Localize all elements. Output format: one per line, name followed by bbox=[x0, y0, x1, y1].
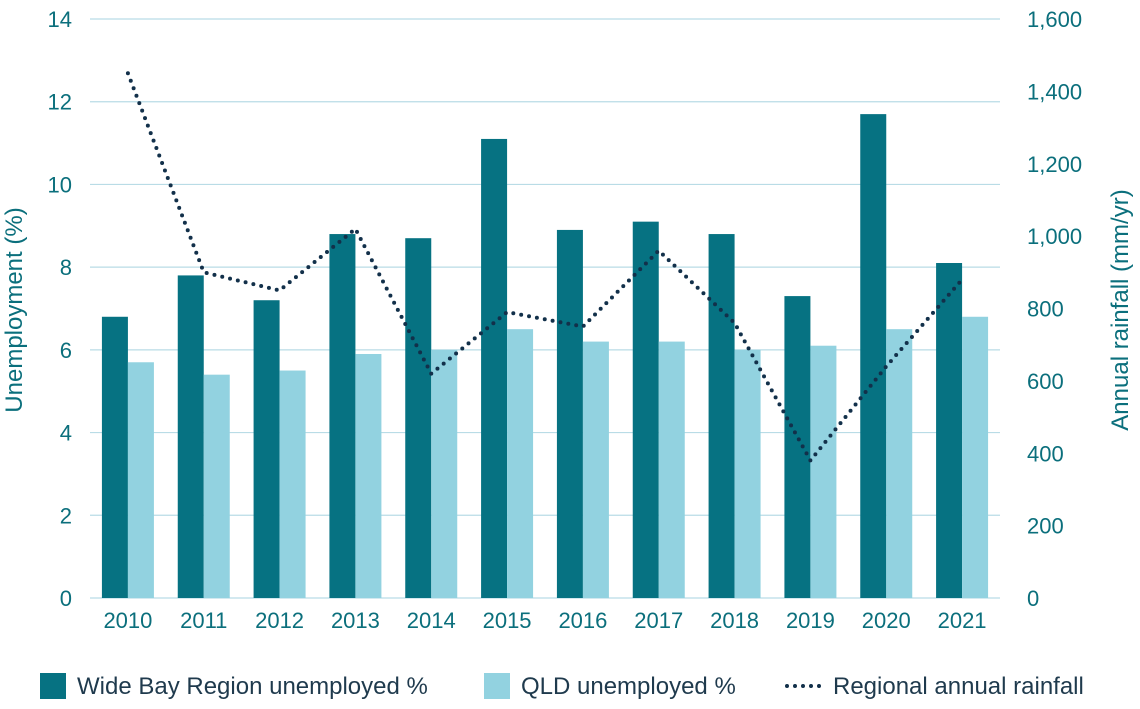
x-tick-label: 2013 bbox=[331, 608, 380, 633]
x-tick-label: 2011 bbox=[180, 608, 227, 633]
y2-tick-label: 1,200 bbox=[1027, 152, 1082, 177]
bar-qld bbox=[962, 316, 989, 598]
bar-wide-bay bbox=[329, 234, 356, 599]
y-tick-label: 14 bbox=[48, 7, 72, 32]
legend-swatch-qld bbox=[484, 673, 510, 699]
rainfall-series-line bbox=[125, 71, 965, 465]
x-tick-label: 2014 bbox=[407, 608, 456, 633]
bar-wide-bay bbox=[632, 221, 659, 598]
y2-tick-label: 600 bbox=[1027, 369, 1064, 394]
y2-axis-title: Annual rainfall (mm/yr) bbox=[1107, 189, 1134, 430]
y2-tick-label: 0 bbox=[1027, 586, 1039, 611]
y2-tick-label: 200 bbox=[1027, 514, 1064, 539]
bar-qld bbox=[431, 349, 458, 598]
x-tick-label: 2015 bbox=[483, 608, 532, 633]
bar-wide-bay bbox=[481, 138, 508, 598]
y-tick-label: 4 bbox=[60, 421, 72, 446]
x-tick-label: 2018 bbox=[710, 608, 759, 633]
bar-qld bbox=[355, 353, 382, 598]
x-tick-label: 2010 bbox=[103, 608, 152, 633]
y-tick-label: 0 bbox=[60, 586, 72, 611]
y-axis-title: Unemployment (%) bbox=[1, 207, 28, 412]
bar-wide-bay bbox=[253, 300, 280, 598]
legend-label-rainfall: Regional annual rainfall bbox=[833, 673, 1084, 700]
x-tick-label: 2021 bbox=[938, 608, 987, 633]
bar-qld bbox=[507, 329, 534, 598]
legend-swatch-wide-bay bbox=[40, 673, 66, 699]
x-tick-label: 2016 bbox=[558, 608, 607, 633]
bar-wide-bay bbox=[784, 296, 811, 598]
y-axis-right-labels: 0 200 400 600 800 1,000 1,200 1,400 1,600 bbox=[1027, 7, 1082, 611]
legend-label-wide-bay: Wide Bay Region unemployed % bbox=[77, 673, 428, 700]
bar-wide-bay bbox=[405, 238, 432, 598]
y-axis-left-labels: 0 2 4 6 8 10 12 14 bbox=[48, 7, 72, 611]
y2-tick-label: 1,400 bbox=[1027, 79, 1082, 104]
legend-label-qld: QLD unemployed % bbox=[521, 673, 736, 700]
bar-qld bbox=[734, 349, 761, 598]
bar-qld bbox=[886, 329, 913, 598]
bar-wide-bay bbox=[101, 316, 128, 598]
bar-qld bbox=[658, 341, 685, 598]
bar-qld bbox=[582, 341, 609, 598]
x-tick-label: 2017 bbox=[634, 608, 683, 633]
bar-qld bbox=[203, 374, 230, 598]
bar-qld bbox=[279, 370, 306, 598]
bar-qld bbox=[810, 345, 837, 598]
bar-wide-bay bbox=[936, 263, 963, 598]
y2-tick-label: 1,600 bbox=[1027, 7, 1082, 32]
y2-tick-label: 1,000 bbox=[1027, 224, 1082, 249]
rainfall-line bbox=[125, 71, 965, 465]
bar-wide-bay bbox=[177, 275, 204, 598]
x-tick-label: 2019 bbox=[786, 608, 835, 633]
bar-qld bbox=[127, 362, 154, 598]
y-tick-label: 8 bbox=[60, 255, 72, 280]
bars bbox=[101, 114, 989, 599]
y-tick-label: 10 bbox=[48, 172, 72, 197]
bar-wide-bay bbox=[708, 234, 735, 599]
gridlines bbox=[90, 18, 1000, 599]
y-tick-label: 2 bbox=[60, 503, 72, 528]
legend: Wide Bay Region unemployed % QLD unemplo… bbox=[40, 673, 1084, 700]
y2-tick-label: 800 bbox=[1027, 297, 1064, 322]
y2-tick-label: 400 bbox=[1027, 441, 1064, 466]
y-tick-label: 6 bbox=[60, 338, 72, 363]
x-axis-labels: 2010 2011 2012 2013 2014 2015 2016 2017 2018 2019… bbox=[103, 608, 986, 633]
y-tick-label: 12 bbox=[48, 90, 72, 115]
bar-wide-bay bbox=[860, 114, 887, 598]
x-tick-label: 2012 bbox=[255, 608, 304, 633]
x-tick-label: 2020 bbox=[862, 608, 911, 633]
bar-wide-bay bbox=[556, 229, 583, 598]
